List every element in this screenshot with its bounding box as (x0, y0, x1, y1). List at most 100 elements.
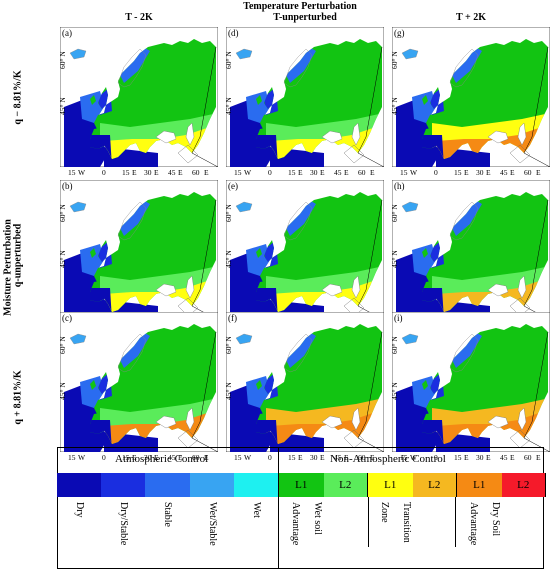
map-panel: (i) 60° N 45° N 15 W 0 15 E 30 E 45 E 60 E (390, 312, 550, 462)
lon-tick-label: 30 (144, 168, 152, 177)
lon-tick-label: W (78, 168, 86, 177)
lon-tick-label: 15 (400, 168, 408, 177)
col-header-1: T - 2K (125, 12, 153, 23)
lon-tick-label: E (486, 453, 491, 462)
map-panel: (d) 60° N 45° N 15 W 0 15 E 30 E 45 E 60 E (224, 27, 384, 177)
map-panel: (g) 60° N 45° N 15 W 0 15 E 30 E 45 E 60 E (390, 27, 550, 177)
legend-label-non-atmospheric: Transition (401, 502, 412, 543)
lon-tick-label: W (410, 453, 418, 462)
map-panel: (c) 60° N 45° N 15 W 0 15 E 30 E 45 E 60 E (58, 312, 218, 462)
lat-tick-label: 60° N (390, 51, 399, 69)
lat-tick-label: 60° N (390, 204, 399, 222)
legend-swatch-non-atmospheric: L2 (323, 473, 368, 497)
lon-tick-label: 15 (68, 168, 76, 177)
lon-tick-label: E (298, 168, 303, 177)
lon-tick-label: 15 (400, 453, 408, 462)
map-panel: (f) 60° N 45° N 15 W 0 15 E 30 E 45 E 60 E (224, 312, 384, 462)
lon-tick-label: E (486, 168, 491, 177)
lon-tick-label: E (370, 168, 375, 177)
lon-tick-label: E (320, 168, 325, 177)
legend-label-atmospheric: Wet/Stable (206, 502, 218, 546)
legend (57, 447, 544, 569)
lon-tick-label: 0 (102, 168, 106, 177)
legend-label-atmospheric: Wet (250, 502, 262, 518)
europe-map (60, 312, 218, 452)
europe-map (392, 180, 550, 320)
lon-tick-label: E (178, 453, 183, 462)
lon-tick-label: W (78, 453, 86, 462)
lon-tick-label: E (510, 168, 515, 177)
legend-swatch-non-atmospheric: L2 (501, 473, 546, 497)
legend-swatch-atmospheric (233, 473, 278, 497)
europe-map (226, 180, 384, 320)
panel-label: (g) (394, 28, 405, 38)
lon-tick-label: E (320, 453, 325, 462)
lon-tick-label: 15 (234, 168, 242, 177)
lon-tick-label: 45 (168, 168, 176, 177)
legend-label-non-atmospheric: Advantage (290, 502, 301, 546)
lon-tick-label: 45 (500, 168, 508, 177)
lon-tick-label: E (536, 168, 541, 177)
lon-tick-label: 15 (234, 453, 242, 462)
lat-tick-label: 45° N (390, 97, 399, 115)
panel-label: (e) (228, 181, 238, 191)
legend-non-atmospheric-title: Non-Atmospheric Control (330, 453, 446, 465)
panel-label: (f) (228, 313, 237, 323)
lon-tick-label: E (178, 168, 183, 177)
lon-tick-label: 0 (268, 168, 272, 177)
lon-tick-label: 15 (288, 168, 296, 177)
lon-tick-label: 0 (268, 453, 272, 462)
legend-swatch-non-atmospheric: L1 (368, 473, 413, 497)
lon-tick-label: 0 (434, 168, 438, 177)
lon-tick-label: E (204, 453, 209, 462)
legend-swatch-atmospheric (189, 473, 234, 497)
lat-tick-label: 45° N (224, 250, 233, 268)
lon-tick-label: W (244, 168, 252, 177)
row-header-3: q + 8.81%/K (12, 370, 24, 425)
lon-tick-label: E (344, 453, 349, 462)
legend-divider-2 (368, 497, 369, 547)
europe-map (60, 27, 218, 167)
lat-tick-label: 60° N (58, 204, 67, 222)
lon-tick-label: 15 (122, 168, 130, 177)
lat-tick-label: 60° N (58, 336, 67, 354)
legend-label-atmospheric: Dry/Stable (118, 502, 130, 546)
lon-tick-label: 60 (192, 168, 200, 177)
legend-swatch-non-atmospheric: L1 (279, 473, 324, 497)
lon-tick-label: E (344, 168, 349, 177)
lon-tick-label: E (370, 453, 375, 462)
legend-label-atmospheric: Stable (162, 502, 174, 527)
lon-tick-label: W (244, 453, 252, 462)
lon-tick-label: E (132, 168, 137, 177)
lon-tick-label: 30 (144, 453, 152, 462)
panel-label: (a) (62, 28, 72, 38)
lon-tick-label: 0 (102, 453, 106, 462)
lon-tick-label: W (410, 168, 418, 177)
panel-label: (c) (62, 313, 72, 323)
lon-tick-label: 15 (288, 453, 296, 462)
europe-map (226, 312, 384, 452)
lon-tick-label: 30 (310, 168, 318, 177)
lon-tick-label: 45 (334, 453, 342, 462)
panel-label: (d) (228, 28, 239, 38)
lon-tick-label: 60 (192, 453, 200, 462)
legend-label-non-atmospheric: Dry Soil (490, 502, 501, 537)
lon-tick-label: E (204, 168, 209, 177)
legend-swatch-non-atmospheric: L1 (457, 473, 502, 497)
lat-tick-label: 60° N (224, 204, 233, 222)
lon-tick-label: E (154, 453, 159, 462)
lat-tick-label: 60° N (58, 51, 67, 69)
lon-tick-label: 30 (310, 453, 318, 462)
europe-map (392, 312, 550, 452)
lon-tick-label: 60 (524, 453, 532, 462)
lon-tick-label: 45 (500, 453, 508, 462)
col-header-3: T + 2K (456, 12, 486, 23)
lat-tick-label: 45° N (224, 97, 233, 115)
europe-map (392, 27, 550, 167)
legend-divider-3 (455, 497, 456, 547)
legend-divider (278, 447, 279, 568)
row-header-2: q-unperturbed (12, 223, 24, 288)
lon-tick-label: 15 (122, 453, 130, 462)
